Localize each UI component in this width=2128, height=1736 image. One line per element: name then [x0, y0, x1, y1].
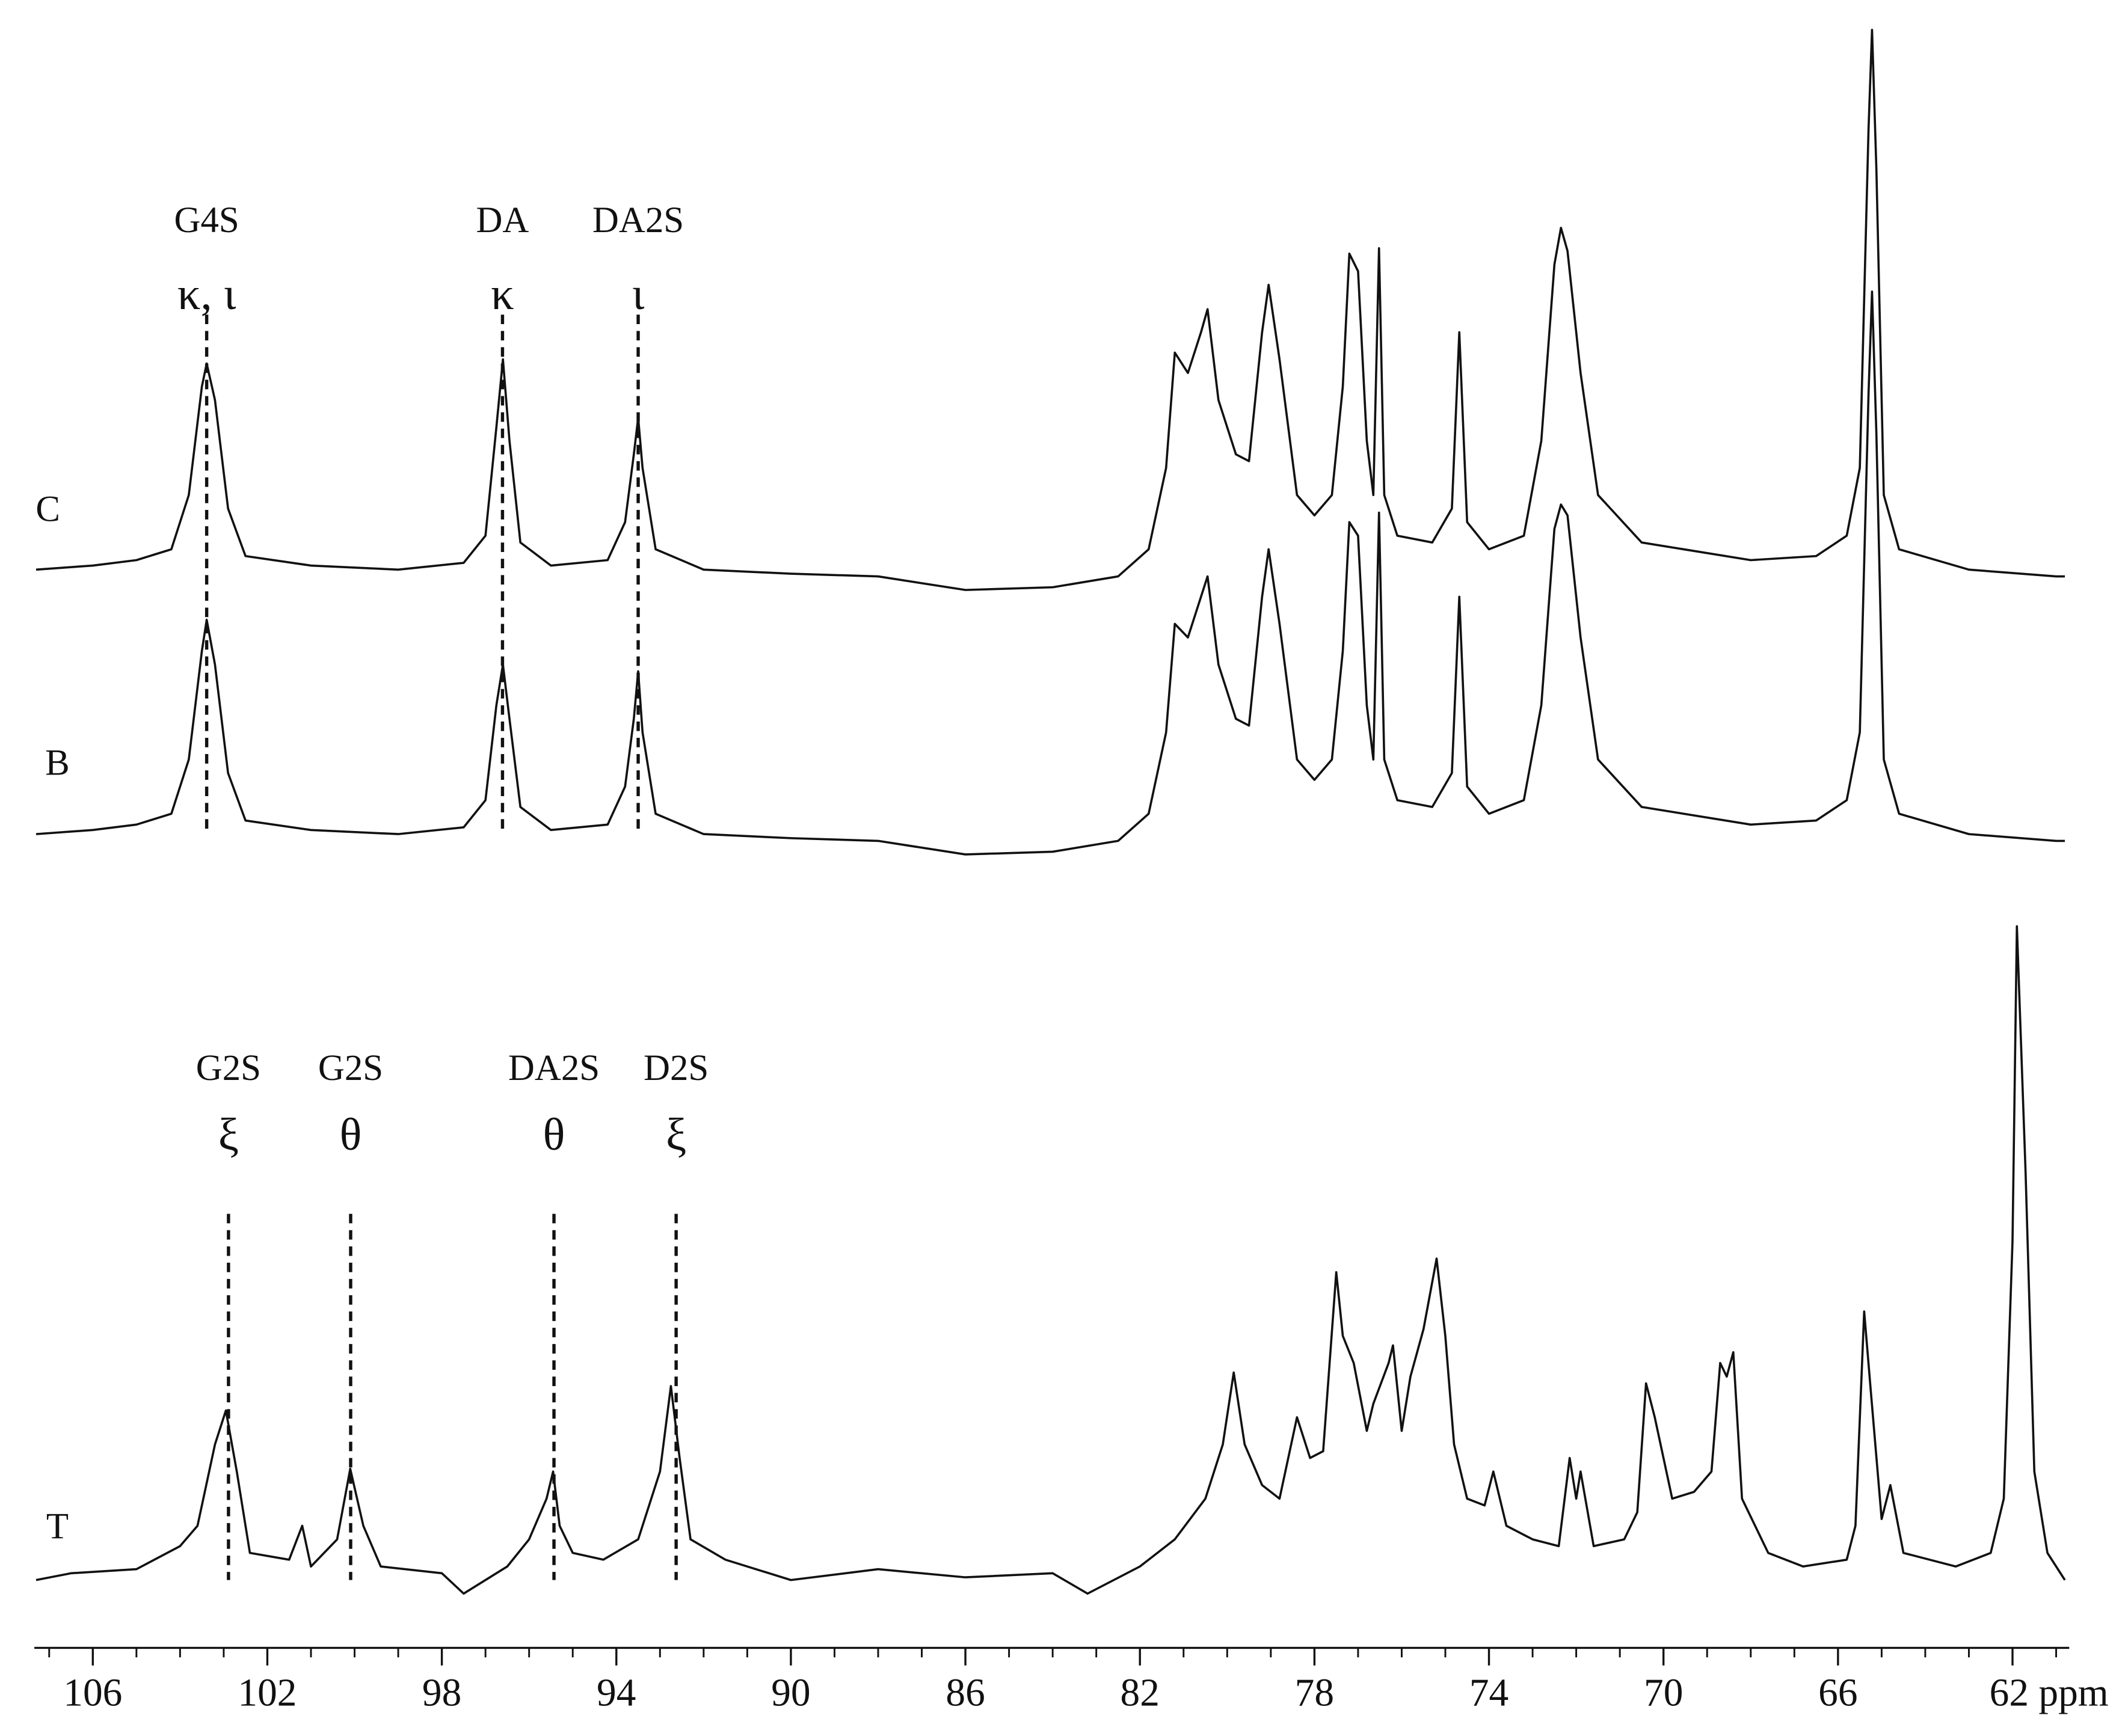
peak-symbol: ξ: [666, 1109, 686, 1160]
x-tick-label: 78: [1295, 1672, 1334, 1715]
spectrum-line: [35, 925, 2066, 1595]
x-tick-label: 90: [771, 1672, 810, 1715]
x-tick-label: 98: [422, 1672, 461, 1715]
peak-symbol: ξ: [218, 1109, 239, 1160]
peak-symbol: θ: [543, 1109, 565, 1160]
x-tick-label: 102: [238, 1672, 297, 1715]
trace-label: T: [46, 1506, 69, 1547]
peak-symbol: θ: [340, 1109, 362, 1160]
trace-label: B: [45, 743, 70, 783]
x-tick-label: 66: [1818, 1672, 1857, 1715]
x-tick-label: 74: [1469, 1672, 1508, 1715]
peak-label: DA: [476, 200, 529, 241]
peak-label: G2S: [196, 1048, 261, 1088]
peak-label: DA2S: [508, 1048, 600, 1088]
peak-symbol: κ: [491, 268, 514, 319]
peak-symbol: ι: [632, 268, 645, 319]
x-tick-label: 70: [1644, 1672, 1683, 1715]
x-tick-label: 94: [597, 1672, 636, 1715]
x-tick-label: 62 ppm: [1990, 1672, 2109, 1715]
peak-label: D2S: [644, 1048, 709, 1088]
trace-label: C: [35, 489, 60, 530]
peak-label: G2S: [318, 1048, 383, 1088]
spectrum-line: [35, 28, 2065, 591]
x-tick-label: 86: [946, 1672, 985, 1715]
peak-symbol: κ, ι: [177, 268, 236, 319]
x-tick-label: 106: [63, 1672, 122, 1715]
spectrum-line: [35, 290, 2065, 856]
peak-label: G4S: [174, 200, 239, 241]
x-tick-label: 82: [1121, 1672, 1160, 1715]
peak-label: DA2S: [592, 200, 684, 241]
